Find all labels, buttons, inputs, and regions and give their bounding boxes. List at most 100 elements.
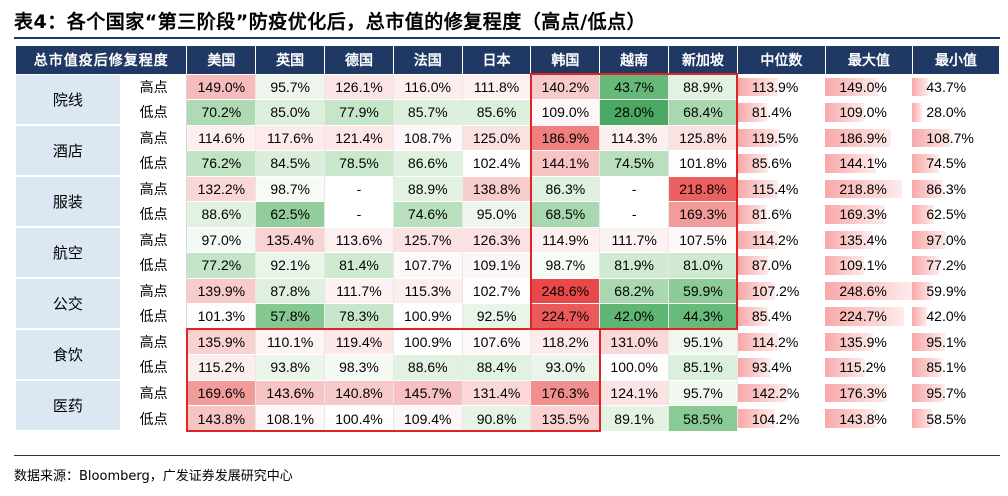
data-bar (912, 383, 946, 402)
value-cell: 140.2% (530, 73, 601, 100)
value-cell: 143.8% (186, 405, 257, 431)
value-cell: 84.5% (255, 150, 326, 176)
value-cell: 86.6% (393, 150, 463, 176)
point-label: 低点 (120, 303, 188, 329)
header-country-kr: 韩国 (530, 46, 601, 74)
data-bar (825, 409, 876, 428)
median-cell: 104.2% (737, 405, 826, 431)
stat-value: 115.2% (839, 359, 886, 376)
value-cell: - (324, 175, 394, 202)
min-cell: 28.0% (912, 99, 1000, 125)
stat-value: 81.6% (751, 206, 792, 223)
data-bar (737, 103, 767, 122)
header-country-de: 德国 (324, 46, 394, 74)
max-cell: 109.1% (825, 252, 913, 278)
value-cell: 107.7% (393, 252, 463, 278)
min-cell: 95.7% (912, 379, 1000, 406)
value-cell: 115.2% (186, 354, 257, 380)
value-cell: 92.1% (255, 252, 326, 278)
header-country-fr: 法国 (393, 46, 463, 74)
point-label: 低点 (120, 201, 188, 227)
stat-value: 135.4% (839, 231, 887, 248)
value-cell: 92.5% (462, 303, 532, 329)
median-cell: 85.4% (737, 303, 826, 329)
value-cell: 149.0% (186, 73, 257, 100)
value-cell: 125.7% (393, 226, 463, 253)
data-bar (825, 383, 888, 402)
data-bar (912, 179, 943, 198)
stat-value: 107.2% (751, 282, 800, 299)
source-note: 数据来源：Bloomberg，广发证券发展研究中心 (14, 469, 293, 484)
value-cell: 59.9% (668, 277, 738, 304)
data-bar (825, 358, 866, 377)
value-cell: 100.9% (393, 328, 463, 355)
min-cell: 86.3% (912, 175, 1000, 202)
point-label: 高点 (120, 175, 188, 202)
header-row: 总市值疫后修复程度 美国 英国 德国 法国 日本 韩国 越南 新加坡 中位数 最… (16, 46, 1001, 74)
data-bar (737, 230, 779, 249)
stat-value: 58.5% (926, 410, 967, 427)
stat-value: 114.2% (751, 231, 799, 248)
stat-value: 95.7% (926, 384, 967, 401)
value-cell: 186.9% (530, 124, 601, 151)
max-cell: 186.9% (825, 124, 913, 151)
value-cell: 125.8% (668, 124, 738, 151)
min-cell: 62.5% (912, 201, 1000, 227)
value-cell: 89.1% (599, 405, 670, 431)
table-row: 服装 高点 132.2% 98.7% -88.9% 138.8% 86.3% -218.8% 1… (16, 175, 1000, 228)
value-cell: 107.6% (462, 328, 532, 355)
value-cell: 126.1% (324, 73, 394, 100)
category-cell: 公交 (16, 277, 121, 330)
point-label: 高点 (120, 73, 188, 100)
data-bar (825, 230, 873, 249)
point-label: 高点 (120, 124, 188, 151)
value-cell: 139.9% (186, 277, 257, 304)
point-label: 高点 (120, 328, 188, 355)
value-cell: 77.9% (324, 99, 394, 125)
value-cell: 131.4% (462, 379, 532, 406)
min-cell: 58.5% (912, 405, 1000, 431)
value-cell: 98.7% (530, 252, 601, 278)
data-bar (912, 230, 947, 249)
table-row: 航空 高点 97.0% 135.4% 113.6% 125.7% 126.3% 114.9% 1… (16, 226, 1000, 279)
value-cell: 81.9% (599, 252, 670, 278)
data-bar (912, 77, 929, 96)
value-cell: 114.9% (530, 226, 601, 253)
value-cell: 77.2% (186, 252, 257, 278)
value-cell: 118.2% (530, 328, 601, 355)
value-cell: 88.9% (393, 175, 463, 202)
recovery-table-wrap: 总市值疫后修复程度 美国 英国 德国 法国 日本 韩国 越南 新加坡 中位数 最… (16, 46, 1001, 432)
value-cell: 113.6% (324, 226, 394, 253)
value-cell: 42.0% (599, 303, 670, 329)
data-bar (737, 383, 788, 402)
value-cell: - (324, 201, 394, 227)
value-cell: 111.7% (599, 226, 670, 253)
data-bar (825, 205, 885, 224)
value-cell: 111.8% (462, 73, 532, 100)
median-cell: 113.9% (737, 73, 826, 100)
max-cell: 144.1% (825, 150, 913, 176)
value-cell: 76.2% (186, 150, 257, 176)
max-cell: 218.8% (825, 175, 913, 202)
median-cell: 107.2% (737, 277, 826, 304)
min-cell: 42.0% (912, 303, 1000, 329)
min-cell: 108.7% (912, 124, 1000, 151)
point-label: 低点 (120, 405, 188, 431)
header-country-vn: 越南 (599, 46, 670, 74)
table-title: 表4：各个国家“第三阶段”防疫优化后，总市值的修复程度（高点/低点） (14, 11, 647, 33)
data-bar (912, 358, 942, 377)
category-cell: 医药 (16, 379, 121, 432)
point-label: 高点 (120, 379, 188, 406)
stat-value: 95.1% (926, 333, 967, 350)
value-cell: 131.0% (599, 328, 670, 355)
median-cell: 119.5% (737, 124, 826, 151)
data-bar (912, 103, 922, 122)
header-country-sg: 新加坡 (668, 46, 738, 74)
point-label: 高点 (120, 226, 188, 253)
value-cell: 88.6% (186, 201, 257, 227)
stat-value: 86.3% (926, 180, 967, 197)
table-row: 院线 高点 149.0% 95.7% 126.1% 116.0% 111.8% 140.2% 4… (16, 73, 1000, 126)
stat-value: 176.3% (839, 384, 887, 401)
category-cell: 酒店 (16, 124, 121, 177)
min-cell: 97.0% (912, 226, 1000, 253)
